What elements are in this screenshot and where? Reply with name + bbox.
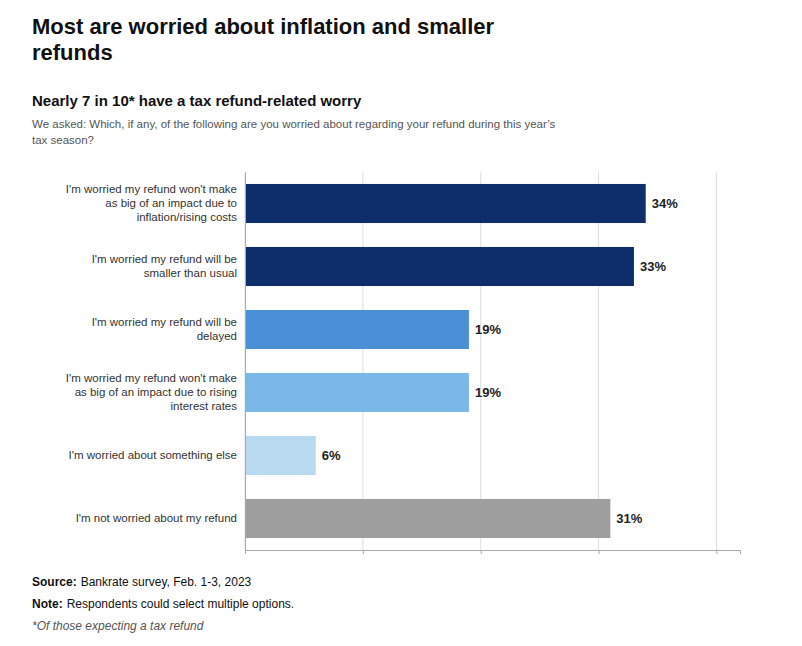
y-tick-label: I'm worried about something else: [69, 449, 237, 461]
data-label: 31%: [616, 511, 642, 526]
x-tick: [716, 550, 717, 554]
y-tick: I'm worried my refund will bedelayed: [92, 316, 245, 342]
y-tick-label: I'm worried my refund won't makeas big o…: [66, 372, 237, 412]
bar: [245, 499, 610, 538]
title: Most are worried about inflation and sma…: [32, 14, 495, 65]
grid-line: [716, 172, 717, 550]
chart: Most are worried about inflation and sma…: [0, 0, 802, 646]
note: Note: Respondents could select multiple o…: [32, 597, 294, 611]
y-tick: I'm worried my refund won't makeas big o…: [66, 183, 245, 223]
note-text: Respondents could select multiple option…: [67, 597, 294, 611]
grid-line: [245, 172, 246, 550]
x-tick-mark: [245, 550, 246, 554]
data-label: 19%: [475, 322, 501, 337]
x-tick-mark: [716, 550, 717, 554]
question: We asked: Which, if any, of the followin…: [32, 118, 556, 146]
footnote: *Of those expecting a tax refund: [32, 619, 204, 633]
y-tick-label: I'm worried my refund won't makeas big o…: [66, 183, 237, 223]
y-axis: I'm worried my refund won't makeas big o…: [66, 173, 246, 551]
x-tick: [363, 550, 364, 554]
y-axis-line: [245, 173, 246, 551]
grid: [245, 172, 716, 550]
subtitle: Nearly 7 in 10* have a tax refund-relate…: [32, 92, 362, 109]
x-tick: [481, 550, 482, 554]
bar: [245, 247, 634, 286]
y-tick-label: I'm worried my refund will besmaller tha…: [92, 253, 237, 279]
source-label: Source:: [32, 575, 77, 589]
y-tick: I'm worried my refund will besmaller tha…: [92, 253, 245, 279]
bars: [245, 184, 646, 538]
bar: [245, 310, 469, 349]
y-tick: I'm not worried about my refund: [76, 512, 245, 524]
grid-line: [598, 172, 599, 550]
bar: [245, 373, 469, 412]
y-tick-label: I'm worried my refund will bedelayed: [92, 316, 237, 342]
x-axis-line: [246, 551, 741, 555]
x-tick: [599, 550, 600, 554]
y-tick-label: I'm not worried about my refund: [76, 512, 237, 524]
x-tick-mark: [363, 550, 364, 554]
note-label: Note:: [32, 597, 63, 611]
x-tick-mark: [599, 550, 600, 554]
data-labels: 34% 33% 19% 19% 6% 31%: [322, 196, 678, 526]
source-text: Bankrate survey, Feb. 1-3, 2023: [81, 575, 252, 589]
y-tick: I'm worried my refund won't makeas big o…: [66, 372, 245, 412]
bar: [245, 436, 316, 475]
source: Source: Bankrate survey, Feb. 1-3, 2023: [32, 575, 252, 589]
grid-line: [480, 172, 481, 550]
data-label: 33%: [640, 259, 666, 274]
plot: I'm worried my refund won't makeas big o…: [66, 172, 741, 554]
x-axis: [246, 550, 741, 554]
x-tick: [245, 550, 246, 554]
data-label: 6%: [322, 448, 341, 463]
data-label: 34%: [652, 196, 678, 211]
y-tick: I'm worried about something else: [69, 449, 245, 461]
data-label: 19%: [475, 385, 501, 400]
bar: [245, 184, 646, 223]
grid-line: [362, 172, 363, 550]
x-tick-mark: [481, 550, 482, 554]
